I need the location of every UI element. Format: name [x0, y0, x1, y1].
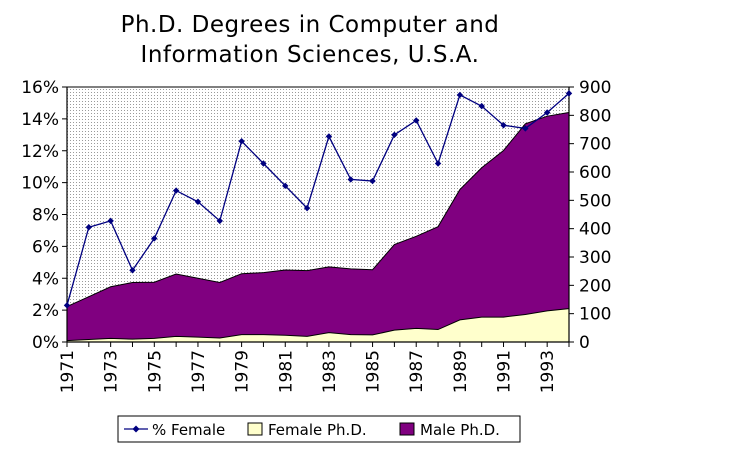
- right-tick-label: 100: [579, 305, 611, 325]
- x-tick-label: 1975: [145, 350, 165, 393]
- pct-female-point: [369, 177, 376, 185]
- left-tick-label: 8%: [32, 206, 59, 226]
- area-female-phd: [66, 308, 570, 343]
- x-tick-label: 1991: [495, 350, 515, 393]
- legend-label-female-phd: Female Ph.D.: [268, 421, 367, 439]
- pct-female-point: [391, 131, 398, 139]
- x-tick-label: 1977: [189, 350, 209, 393]
- right-tick-label: 800: [579, 106, 611, 126]
- pct-female-point: [325, 133, 333, 140]
- pct-female-point: [107, 217, 114, 225]
- pct-female-point: [565, 90, 573, 97]
- right-tick-label: 0: [579, 333, 590, 353]
- pct-female-point: [194, 198, 202, 205]
- legend-diamond-marker: [132, 425, 140, 433]
- pct-female-point: [347, 176, 354, 183]
- x-tick-label: 1987: [407, 350, 427, 393]
- legend: % Female Female Ph.D. Male Ph.D.: [117, 415, 521, 443]
- right-tick-label: 900: [579, 78, 611, 98]
- x-tick-label: 1983: [320, 350, 340, 393]
- pct-female-point: [151, 235, 158, 242]
- left-axis-ticks: 0% 2% 4% 6% 8% 10% 12% 14% 16%: [21, 78, 67, 353]
- pct-female-point: [85, 224, 93, 231]
- x-tick-label: 1985: [364, 350, 384, 393]
- x-tick-label: 1993: [538, 350, 558, 393]
- right-tick-label: 700: [579, 135, 611, 155]
- right-tick-label: 200: [579, 276, 611, 296]
- left-tick-label: 10%: [21, 174, 59, 194]
- left-tick-label: 2%: [32, 301, 59, 321]
- pct-female-point: [238, 137, 245, 145]
- left-tick-label: 12%: [21, 142, 59, 162]
- chart-title: Ph.D. Degrees in Computer and Informatio…: [60, 10, 560, 70]
- line-pct-female: [66, 92, 570, 306]
- right-tick-label: 600: [579, 163, 611, 183]
- legend-label-male-phd: Male Ph.D.: [420, 421, 500, 439]
- line-series-group: [63, 90, 573, 309]
- legend-label-pct-female: % Female: [152, 421, 225, 439]
- pct-female-point: [434, 160, 442, 167]
- x-tick-label: 1979: [233, 350, 253, 393]
- left-tick-label: 6%: [32, 237, 59, 257]
- pct-female-point: [129, 267, 136, 274]
- pct-female-point: [282, 182, 289, 190]
- left-tick-label: 4%: [32, 269, 59, 289]
- x-axis-ticks: 1971 1973 1975 1977 1979 1981 1983 1985 1987 1989…: [58, 342, 570, 393]
- pct-female-point: [522, 125, 529, 132]
- pct-female-point: [216, 217, 223, 225]
- pct-female-point: [413, 117, 420, 124]
- chart-title-line-1: Ph.D. Degrees in Computer and: [120, 12, 500, 38]
- pct-female-point: [500, 122, 507, 129]
- area-male-phd: [66, 111, 570, 343]
- chart-title-line-2: Information Sciences, U.S.A.: [140, 42, 480, 68]
- pct-female-point: [303, 204, 311, 212]
- legend-swatch-male: [399, 422, 415, 436]
- right-tick-label: 400: [579, 220, 611, 240]
- left-tick-label: 14%: [21, 110, 59, 130]
- x-tick-label: 1981: [276, 350, 296, 393]
- legend-swatch-female: [247, 422, 263, 436]
- pct-female-point: [172, 187, 180, 194]
- right-axis-ticks: 0 100 200 300 400 500 600 700 800 900: [569, 78, 611, 353]
- pct-female-point: [456, 91, 464, 99]
- left-tick-label: 0%: [32, 333, 59, 353]
- pct-female-point: [478, 102, 485, 110]
- left-tick-label: 16%: [21, 78, 59, 98]
- pct-female-point: [543, 109, 551, 116]
- x-tick-label: 1973: [102, 350, 122, 393]
- x-tick-label: 1971: [58, 350, 78, 393]
- pct-female-point: [63, 302, 71, 309]
- right-tick-label: 500: [579, 191, 611, 211]
- x-tick-label: 1989: [451, 350, 471, 393]
- area-series-group: [66, 111, 570, 343]
- right-tick-label: 300: [579, 248, 611, 268]
- pct-female-point: [260, 160, 267, 167]
